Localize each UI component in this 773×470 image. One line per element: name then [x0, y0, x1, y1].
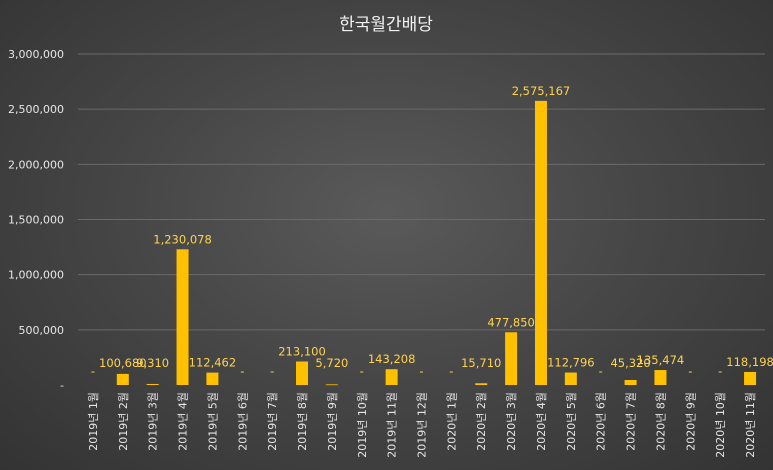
x-tick-label: 2019년 6월 — [236, 392, 249, 451]
bar — [116, 373, 129, 385]
data-label: - — [270, 364, 274, 378]
y-tick-label: 1,000,000 — [8, 269, 64, 282]
data-label: - — [240, 364, 244, 378]
data-label: 143,208 — [368, 352, 416, 366]
x-tick-label: 2019년 1월 — [87, 392, 100, 451]
x-tick-label: 2019년 4월 — [177, 392, 190, 451]
y-tick-label: 2,500,000 — [8, 103, 64, 116]
bar — [146, 383, 159, 385]
x-tick-label: 2020년 11월 — [744, 392, 757, 458]
bar — [564, 372, 577, 385]
bar — [624, 379, 637, 385]
data-label: - — [688, 364, 692, 378]
bar — [744, 371, 757, 385]
x-tick-label: 2020년 3월 — [505, 392, 518, 451]
bar — [475, 383, 488, 385]
x-tick-label: 2019년 3월 — [147, 392, 160, 451]
x-tick-label: 2020년 8월 — [654, 392, 667, 451]
data-label: 135,474 — [637, 353, 685, 367]
data-label: 112,462 — [189, 356, 237, 370]
x-tick-label: 2019년 7월 — [266, 392, 279, 451]
bars — [116, 100, 757, 386]
x-tick-label: 2020년 4월 — [535, 392, 548, 451]
data-label: 2,575,167 — [512, 84, 571, 98]
x-tick-label: 2019년 11월 — [386, 392, 399, 458]
chart-title: 한국월간배당 — [339, 15, 433, 35]
data-label: 15,710 — [461, 356, 501, 370]
data-label: 1,230,078 — [153, 232, 212, 246]
x-tick-label: 2019년 2월 — [117, 392, 130, 451]
x-tick-label: 2019년 12월 — [416, 392, 429, 458]
data-label: 5,720 — [315, 356, 348, 370]
data-label: - — [91, 364, 95, 378]
data-label: - — [419, 364, 423, 378]
data-label: 9,310 — [136, 356, 169, 370]
y-tick-label: 500,000 — [19, 324, 65, 337]
x-tick-label: 2020년 10월 — [714, 392, 727, 458]
x-tick-label: 2019년 10월 — [356, 392, 369, 458]
x-tick-label: 2020년 5월 — [565, 392, 578, 451]
y-tick-label: 3,000,000 — [8, 48, 64, 61]
bar — [176, 249, 189, 385]
data-label: - — [449, 364, 453, 378]
bar — [206, 372, 219, 385]
data-label: 45,320 — [610, 356, 650, 370]
data-label: - — [599, 364, 603, 378]
bar — [325, 384, 338, 386]
data-label: - — [360, 364, 364, 378]
data-label: 213,100 — [278, 344, 326, 358]
bar — [534, 100, 547, 386]
x-axis-ticks: 2019년 1월 2019년 2월 2019년 3월 2019년 4월 2019년 5월… — [87, 392, 757, 458]
data-label: 118,198 — [726, 355, 773, 369]
y-tick-label: 1,500,000 — [8, 214, 64, 227]
bar — [385, 369, 398, 385]
x-tick-label: 2020년 9월 — [684, 392, 697, 451]
bar — [296, 361, 309, 385]
data-label: 112,796 — [547, 356, 595, 370]
x-tick-label: 2019년 8월 — [296, 392, 309, 451]
x-tick-label: 2020년 6월 — [595, 392, 608, 451]
data-label: 477,850 — [487, 315, 535, 329]
x-tick-label: 2020년 2월 — [475, 392, 488, 451]
data-label: - — [718, 364, 722, 378]
x-tick-label: 2020년 1월 — [445, 392, 458, 451]
y-axis-ticks: - 500,000 1,000,000 1,500,000 2,000,000 2,500… — [8, 48, 64, 392]
x-tick-label: 2019년 5월 — [206, 392, 219, 451]
gridlines — [78, 53, 765, 331]
bar — [505, 332, 518, 385]
bar — [654, 370, 667, 385]
x-tick-label: 2020년 7월 — [625, 392, 638, 451]
data-label: 100,680 — [99, 356, 147, 370]
y-tick-label: - — [60, 379, 64, 392]
x-tick-label: 2019년 9월 — [326, 392, 339, 451]
y-tick-label: 2,000,000 — [8, 158, 64, 171]
